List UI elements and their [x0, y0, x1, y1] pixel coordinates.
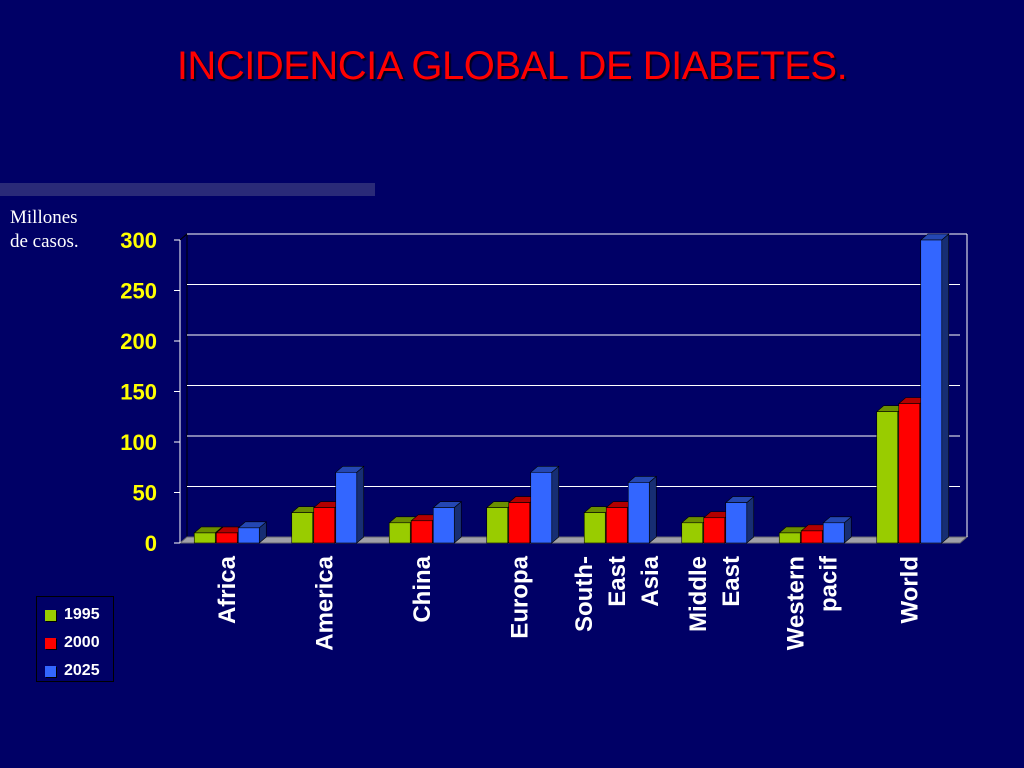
bar [529, 465, 560, 544]
legend-item: 2000 [45, 629, 113, 657]
bar-side [941, 233, 950, 544]
legend-swatch-2000 [45, 637, 56, 649]
bar-front [335, 471, 358, 544]
legend-item: 1995 [45, 601, 113, 629]
y-tick-label: 0 [145, 531, 157, 556]
bar-front [876, 411, 899, 544]
bar-front [681, 522, 704, 544]
bar-side [356, 465, 365, 544]
y-unit-line-1: Millones [10, 207, 78, 228]
bar-front [920, 239, 943, 544]
legend-label: 1995 [64, 606, 100, 623]
bar-front [432, 507, 455, 544]
bar-front [313, 507, 336, 544]
x-category-label: Middle [685, 556, 712, 632]
bar-side [648, 475, 657, 544]
bar-front [530, 471, 553, 544]
bar-front [778, 532, 801, 544]
slide-title: INCIDENCIA GLOBAL DE DIABETES. [176, 44, 848, 88]
bar-front [215, 532, 238, 544]
y-tick-labels: 0 50 100 150 200 250 300 [120, 228, 157, 556]
decorative-bar [0, 183, 375, 196]
bar-front [193, 532, 216, 544]
bar [919, 233, 950, 544]
bar [237, 521, 268, 544]
x-category-label: Western [782, 556, 809, 650]
x-category-label: East [604, 556, 631, 607]
bar-front [508, 502, 531, 544]
bar-front [388, 522, 411, 544]
x-category-label: Europa [506, 555, 533, 638]
x-category-label: World [896, 556, 923, 624]
y-tick-label: 250 [120, 279, 157, 304]
bar-front [703, 517, 726, 544]
left-wall [179, 232, 188, 545]
bar-front [291, 512, 314, 544]
y-tick-label: 100 [120, 430, 157, 455]
bar-front [725, 502, 748, 544]
bar [432, 500, 463, 544]
bar-front [486, 507, 509, 544]
x-category-label: East [718, 556, 745, 607]
y-tick-label: 50 [133, 481, 157, 506]
legend-swatch-2025 [45, 665, 56, 677]
legend: 1995 2000 2025 [36, 596, 114, 682]
grid-lines [174, 232, 969, 545]
y-tick-label: 150 [120, 380, 157, 405]
bar [822, 516, 853, 544]
x-category-label: Africa [214, 555, 241, 624]
y-unit-line-2: de casos. [10, 231, 79, 252]
bar-side [551, 465, 560, 544]
bar [724, 495, 755, 544]
legend-swatch-1995 [45, 609, 56, 621]
legend-item: 2025 [45, 657, 113, 685]
bar-front [605, 507, 628, 544]
x-category-labels: Africa America China Europa South- East Asia Mi… [214, 555, 924, 651]
bar [334, 465, 365, 544]
bar-front [822, 522, 845, 544]
y-tick-label: 300 [120, 228, 157, 253]
y-axis-unit-label: Millones de casos. [10, 206, 79, 254]
bar-front [627, 482, 650, 544]
bar-front [898, 403, 921, 544]
bar-side [453, 500, 462, 544]
bar-front [410, 520, 433, 544]
bar-side [746, 495, 755, 544]
y-tick-label: 200 [120, 329, 157, 354]
bar-front [800, 530, 823, 544]
x-category-label: America [311, 555, 338, 650]
bars [193, 233, 950, 544]
x-category-label: South- [571, 556, 598, 632]
legend-label: 2025 [64, 662, 100, 679]
legend-label: 2000 [64, 634, 100, 651]
bar-front [583, 512, 606, 544]
x-category-label: Asia [637, 555, 664, 606]
x-category-label: China [409, 555, 436, 622]
bar-front [237, 527, 260, 544]
x-category-label: pacif [815, 555, 842, 612]
bar [627, 475, 658, 544]
